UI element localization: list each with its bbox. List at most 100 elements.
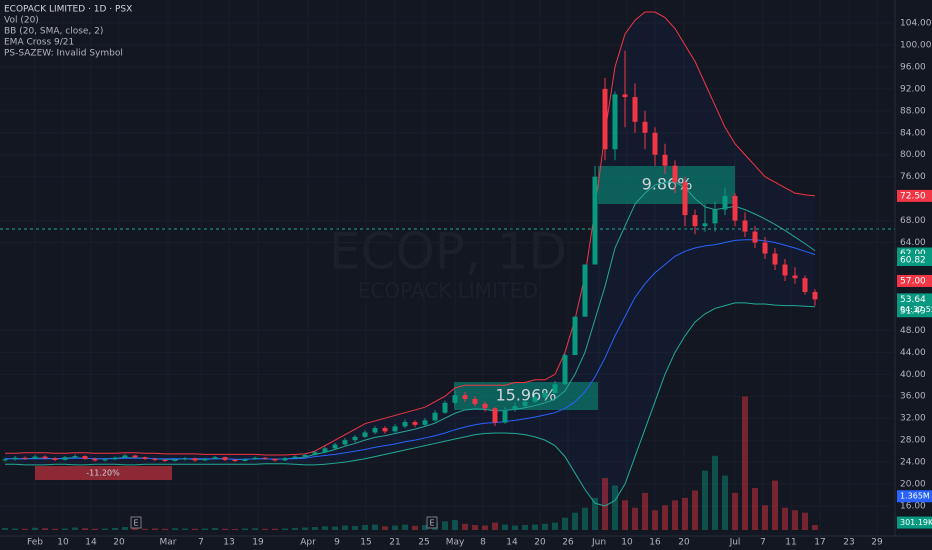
candle-body — [622, 94, 628, 98]
candle-body — [612, 94, 618, 150]
candle-body — [372, 428, 378, 433]
candle-body — [132, 455, 138, 458]
measure-label: 15.96% — [495, 386, 556, 405]
candle-body — [152, 458, 158, 460]
x-tick-label: May — [446, 538, 465, 548]
volume-bar — [62, 528, 68, 530]
candle-body — [542, 392, 548, 398]
candle-body — [772, 253, 778, 265]
volume-bar — [712, 455, 718, 530]
candle-body — [222, 457, 228, 460]
candle-body — [292, 456, 298, 459]
volume-label-bg — [897, 490, 932, 503]
candle-body — [642, 121, 648, 133]
y-tick-label: 20.00 — [900, 480, 926, 490]
volume-bar — [392, 525, 398, 530]
candle-body — [592, 176, 598, 265]
volume-bar — [12, 528, 18, 530]
volume-bar — [662, 505, 668, 530]
candle-body — [112, 457, 118, 460]
volume-bar — [402, 524, 408, 530]
event-label: E — [429, 519, 434, 528]
volume-bar — [572, 512, 578, 530]
volume-label: 301.19K — [900, 518, 932, 527]
candle-body — [202, 458, 208, 461]
volume-bar — [502, 524, 508, 530]
x-tick-label: Jul — [729, 538, 741, 548]
x-tick-label: 26 — [562, 538, 574, 548]
volume-bar — [112, 528, 118, 530]
x-tick-label: 10 — [57, 538, 69, 548]
volume-bar — [372, 524, 378, 530]
candle-body — [272, 458, 278, 461]
candle-body — [792, 275, 798, 279]
candle-body — [722, 195, 728, 210]
x-tick-label: 9 — [334, 538, 340, 548]
volume-bar — [582, 507, 588, 530]
x-tick-label: 10 — [621, 538, 633, 548]
volume-bar — [552, 522, 558, 530]
volume-bar — [532, 524, 538, 530]
candle-body — [692, 215, 698, 227]
volume-bar — [302, 527, 308, 530]
measure-box — [598, 166, 735, 204]
volume-bar — [732, 492, 738, 530]
x-tick-label: 29 — [871, 538, 883, 548]
volume-bar — [42, 528, 48, 530]
event-label: E — [133, 519, 138, 528]
volume-bar — [462, 523, 468, 530]
volume-bar — [792, 510, 798, 530]
candle-body — [572, 316, 578, 356]
candle-body — [102, 459, 108, 461]
y-tick-label: 92.00 — [900, 84, 926, 94]
volume-bar — [2, 528, 8, 530]
x-tick-label: 25 — [418, 538, 429, 548]
volume-bar — [322, 526, 328, 530]
y-tick-label: 36.00 — [900, 392, 926, 402]
volume-bar — [562, 517, 568, 530]
volume-bar — [802, 512, 808, 530]
volume-bar — [382, 526, 388, 530]
candle-body — [302, 454, 308, 457]
candle-body — [72, 456, 78, 458]
bb-lower — [5, 302, 816, 507]
x-tick-label: 21 — [389, 538, 400, 548]
volume-bar — [592, 497, 598, 530]
y-tick-label: 88.00 — [900, 106, 926, 116]
y-tick-label: 104.00 — [900, 19, 932, 29]
candle-body — [742, 220, 748, 232]
x-tick-label: 14 — [85, 538, 97, 548]
volume-bar — [352, 526, 358, 530]
volume-bar — [522, 525, 528, 530]
legend-title: ECOPACK LIMITED · 1D · PSX — [4, 5, 132, 15]
candle-body — [62, 457, 68, 460]
ema-slow — [5, 239, 816, 460]
candle-body — [762, 242, 768, 254]
candle-body — [162, 459, 168, 461]
candle-body — [782, 264, 788, 276]
candle-body — [712, 209, 718, 224]
volume-bar — [162, 528, 168, 530]
candle-body — [212, 457, 218, 459]
candle-body — [242, 459, 248, 461]
volume-bar — [772, 480, 778, 530]
candle-body — [632, 97, 638, 122]
volume-bar — [742, 396, 748, 530]
volume-bar — [482, 525, 488, 530]
countdown: 04:37:55 — [900, 305, 932, 314]
price-label-bg — [897, 305, 932, 318]
candle-body — [122, 455, 128, 458]
candle-body — [52, 458, 58, 460]
volume-bar — [702, 470, 708, 530]
candle-body — [732, 195, 738, 221]
price-label-bg — [897, 274, 932, 287]
candle-body — [232, 459, 238, 461]
candle-body — [602, 88, 608, 150]
volume-bar — [362, 525, 368, 530]
volume-bar — [812, 525, 818, 530]
candle-body — [392, 426, 398, 432]
volume-bar — [672, 500, 678, 530]
candle-body — [702, 223, 708, 227]
volume-bar — [332, 526, 338, 530]
x-tick-label: 16 — [649, 538, 661, 548]
